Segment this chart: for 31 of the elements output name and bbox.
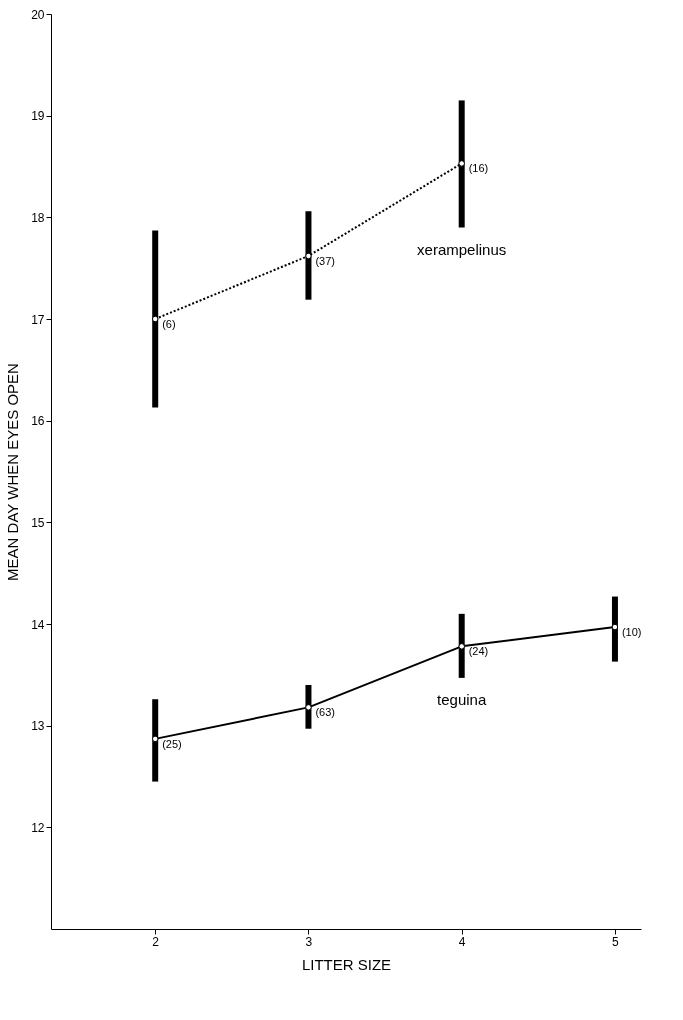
point	[305, 252, 312, 260]
point	[458, 643, 465, 650]
text: xerampelinus	[417, 240, 507, 258]
x-tick-label: 5	[612, 934, 620, 949]
text: teguina	[437, 690, 487, 708]
y-tick-label: 14	[31, 617, 45, 632]
annotation: (37)	[315, 254, 336, 267]
x-tick-label: 2	[152, 934, 160, 949]
point	[151, 735, 159, 743]
point	[151, 315, 159, 323]
y-tick-label: 18	[31, 210, 45, 225]
x-tick-label: 4	[458, 934, 466, 949]
y-tick-label: 16	[31, 414, 45, 429]
y-tick-label: 12	[31, 820, 45, 835]
y-tick-label: 13	[31, 719, 45, 734]
x-tick-label: 3	[305, 934, 313, 949]
point	[611, 623, 619, 631]
annotation: (24)	[468, 645, 489, 658]
annotation: (25)	[162, 737, 182, 750]
x-axis-title: LITTER SIZE	[301, 955, 392, 973]
point	[458, 160, 465, 167]
annotation: (10)	[621, 626, 642, 639]
annotation: (6)	[162, 318, 176, 330]
y-tick-label: 19	[31, 109, 45, 124]
annotation: (63)	[315, 706, 336, 719]
y-tick-label: 15	[31, 515, 45, 530]
annotation: (16)	[468, 162, 489, 175]
point	[305, 704, 312, 711]
y-tick-label: 20	[31, 7, 45, 22]
y-axis-title: MEAN DAY WHEN EYES OPEN	[4, 363, 22, 581]
y-tick-label: 17	[31, 312, 45, 327]
